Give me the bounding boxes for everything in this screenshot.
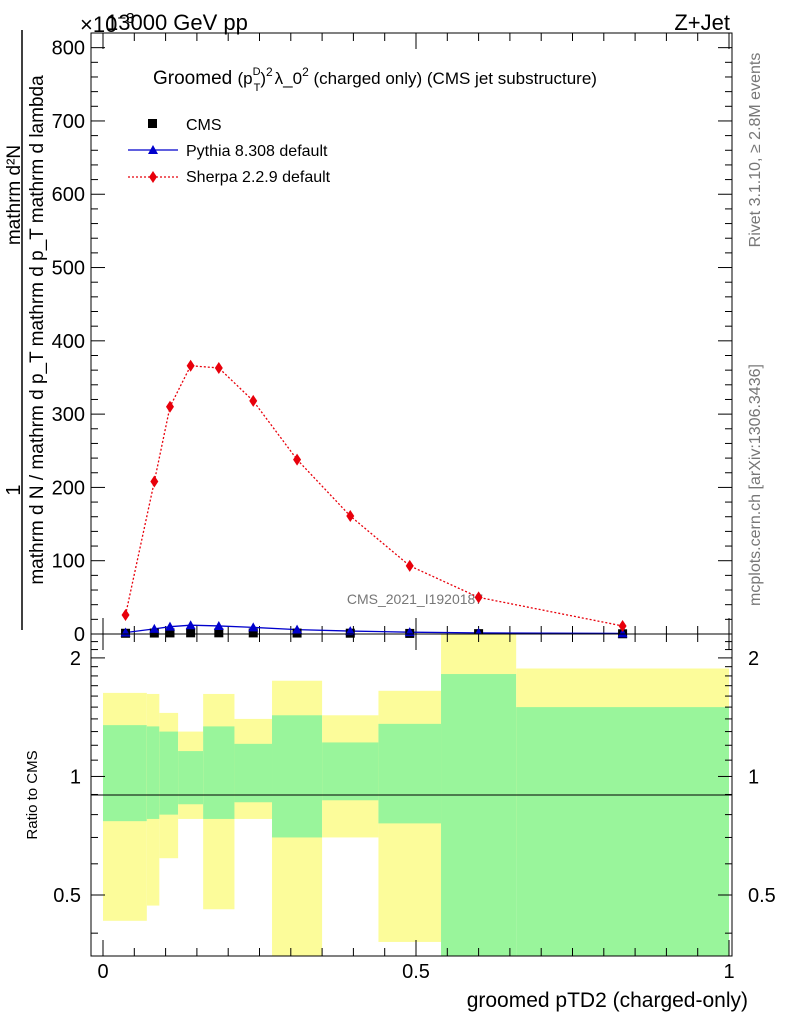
- ratio-band-inner: [178, 751, 204, 805]
- ratio-x-ticks: 0 0.5 1: [97, 634, 735, 983]
- y-label-denominator: mathrm d N / mathrm d p_T mathrm d p_T m…: [27, 75, 48, 585]
- ratio-band-inner: [203, 726, 235, 819]
- main-y-tick-label: 0: [74, 624, 85, 646]
- main-y-tick-label: 500: [52, 258, 85, 280]
- sherpa-point: [121, 608, 130, 621]
- legend-marker-cms: [148, 119, 157, 128]
- legend-label-sherpa: Sherpa 2.2.9 default: [186, 169, 331, 186]
- legend-entry-cms: CMS: [148, 117, 222, 134]
- pythia-point: [149, 623, 160, 633]
- legend-marker-pythia: [148, 145, 158, 154]
- sherpa-line: [124, 365, 623, 627]
- ratio-band-inner: [516, 707, 729, 956]
- ratio-band-inner: [322, 742, 379, 801]
- main-y-ticks: 0 100 200 300 400 500 600 700 800: [52, 38, 732, 646]
- sherpa-point: [346, 509, 355, 522]
- cms-point: [186, 628, 196, 638]
- main-plot: 0 100 200 300 400 500 600 700 800 CMS_2021_I1920…: [52, 32, 733, 646]
- pythia-point: [248, 622, 259, 632]
- main-y-tick-label: 700: [52, 111, 85, 133]
- ratio-band-inner: [159, 731, 179, 815]
- sherpa-point: [249, 394, 258, 407]
- sherpa-point: [474, 591, 483, 604]
- legend: CMS Pythia 8.308 default Sherpa 2.2.9 de…: [128, 117, 331, 186]
- pythia-point: [292, 624, 303, 634]
- pythia-point: [213, 620, 224, 630]
- mcplots-label: mcplots.cern.ch [arXiv:1306.3436]: [747, 364, 764, 606]
- x-tick-label: 1: [723, 961, 734, 983]
- x-axis-label: groomed pTD2 (charged-only): [467, 989, 748, 1012]
- main-y-tick-label: 100: [52, 551, 85, 573]
- main-y-tick-label: 300: [52, 404, 85, 426]
- ratio-y-tick-label: 0.5: [53, 885, 81, 907]
- x-tick-label: 0.5: [402, 961, 430, 983]
- sherpa-point: [186, 359, 195, 372]
- main-y-axis-label: 1 mathrm d²N mathrm d N / mathrm d p_T m…: [3, 30, 48, 630]
- ratio-band-inner: [146, 726, 160, 819]
- pythia-point: [617, 628, 628, 638]
- legend-marker-sherpa: [149, 171, 157, 183]
- main-y-tick-label: 800: [52, 38, 85, 60]
- watermark: CMS_2021_I1920187: [347, 591, 483, 607]
- ratio-plot-frame: [90, 633, 733, 957]
- legend-entry-sherpa: Sherpa 2.2.9 default: [128, 169, 331, 186]
- process-label: Z+Jet: [674, 10, 730, 35]
- pythia-point: [185, 620, 196, 630]
- sherpa-point: [618, 619, 627, 632]
- sherpa-point: [293, 453, 302, 466]
- main-y-tick-label: 400: [52, 331, 85, 353]
- legend-label-cms: CMS: [186, 117, 222, 134]
- y-label-numerator: mathrm d²N: [4, 145, 25, 245]
- sherpa-point: [405, 559, 414, 572]
- legend-label-pythia: Pythia 8.308 default: [186, 143, 328, 160]
- main-y-tick-label: 600: [52, 184, 85, 206]
- ratio-band-inner: [441, 674, 517, 956]
- ratio-band-inner: [103, 725, 147, 822]
- ratio-y-tick-label: 1: [70, 766, 81, 788]
- ratio-y-tick-label: 2: [70, 648, 81, 670]
- pythia-point: [345, 626, 356, 636]
- energy-label: 13000 GeV pp: [106, 10, 248, 35]
- ratio-y-tick-label-right: 0.5: [748, 885, 776, 907]
- cms-point: [214, 628, 224, 638]
- ratio-y-ticks: 0.5 0.5 1 1 2 2: [53, 641, 776, 934]
- ratio-plot: 0.5 0.51 12 2 0 0.5 1 Ratio to CMS groomed pT…: [24, 633, 776, 1012]
- ratio-y-tick-label-right: 1: [748, 766, 759, 788]
- main-y-tick-label: 200: [52, 477, 85, 499]
- sherpa-point: [214, 361, 223, 374]
- sherpa-point: [165, 400, 174, 413]
- plot-title: Groomed (pD T)2 λ_02 (charged only) (CMS j…: [153, 65, 597, 94]
- ratio-y-label: Ratio to CMS: [24, 750, 41, 839]
- cms-point: [149, 628, 159, 638]
- y-label-one: 1: [3, 484, 25, 495]
- rivet-label: Rivet 3.1.10, ≥ 2.8M events: [747, 53, 764, 248]
- ratio-band-inner: [272, 715, 323, 838]
- pythia-line: [125, 624, 623, 635]
- sherpa-point: [150, 475, 159, 488]
- pythia-point: [164, 621, 175, 631]
- cms-point: [248, 628, 258, 638]
- cms-point: [165, 628, 175, 638]
- ratio-band-inner: [378, 723, 442, 824]
- ratio-band-inner: [234, 743, 273, 803]
- x-tick-label: 0: [97, 961, 108, 983]
- legend-entry-pythia: Pythia 8.308 default: [128, 143, 328, 160]
- ratio-y-tick-label-right: 2: [748, 648, 759, 670]
